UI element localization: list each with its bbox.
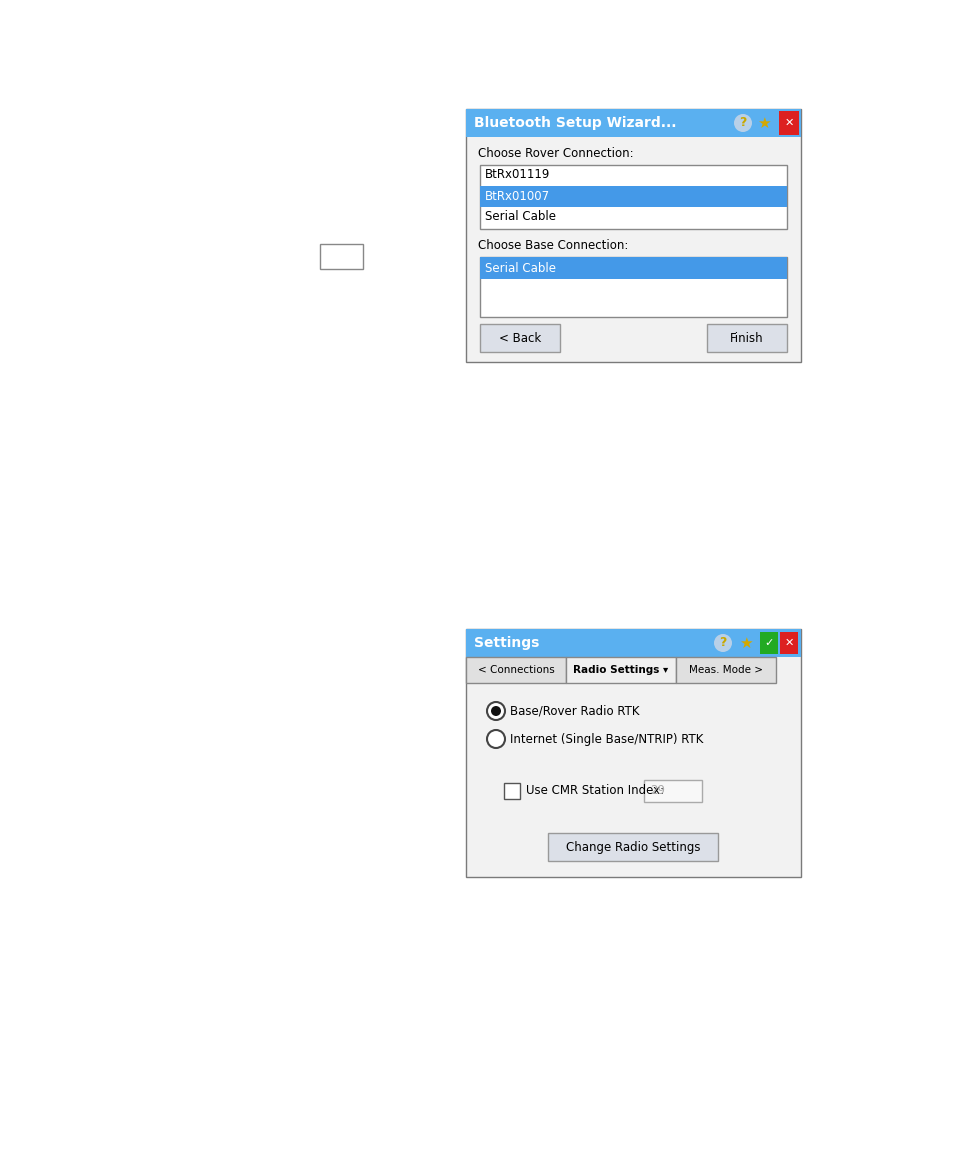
Bar <box>465 109 801 137</box>
Bar <box>479 257 786 318</box>
Text: BtRx01119: BtRx01119 <box>484 168 550 182</box>
Text: ✕: ✕ <box>783 118 793 127</box>
Text: Settings: Settings <box>474 636 538 650</box>
Text: ★: ★ <box>739 635 752 650</box>
Bar <box>780 632 797 654</box>
Bar <box>503 783 519 799</box>
Text: Base/Rover Radio RTK: Base/Rover Radio RTK <box>510 705 639 717</box>
Bar <box>465 629 801 877</box>
Text: Radio Settings ▾: Radio Settings ▾ <box>573 665 668 675</box>
Bar <box>706 325 786 352</box>
Bar <box>676 657 775 683</box>
Bar <box>479 185 786 207</box>
Bar <box>465 657 565 683</box>
Bar <box>547 833 718 861</box>
Text: Bluetooth Setup Wizard...: Bluetooth Setup Wizard... <box>474 116 676 130</box>
Circle shape <box>713 634 731 653</box>
Bar <box>779 111 799 134</box>
Circle shape <box>486 730 504 748</box>
Text: Change Radio Settings: Change Radio Settings <box>565 840 700 853</box>
Text: < Connections: < Connections <box>477 665 554 675</box>
Bar <box>565 657 676 683</box>
Text: Internet (Single Base/NTRIP) RTK: Internet (Single Base/NTRIP) RTK <box>510 732 702 745</box>
Text: Finish: Finish <box>729 331 763 344</box>
Text: ★: ★ <box>757 116 770 131</box>
Text: Choose Base Connection:: Choose Base Connection: <box>477 239 628 252</box>
Text: Serial Cable: Serial Cable <box>484 211 556 224</box>
Text: 29: 29 <box>649 785 664 797</box>
Text: < Back: < Back <box>498 331 540 344</box>
Circle shape <box>486 702 504 720</box>
Bar <box>760 632 778 654</box>
Text: ?: ? <box>739 117 746 130</box>
Bar <box>479 165 786 229</box>
Text: ✓: ✓ <box>763 637 773 648</box>
Bar <box>643 780 701 802</box>
Text: Meas. Mode >: Meas. Mode > <box>688 665 762 675</box>
Circle shape <box>733 114 751 132</box>
Text: ✕: ✕ <box>783 637 793 648</box>
Bar <box>479 325 559 352</box>
Bar <box>479 257 786 279</box>
Text: BtRx01007: BtRx01007 <box>484 190 550 203</box>
Circle shape <box>491 706 500 716</box>
Text: ?: ? <box>719 636 726 649</box>
Bar <box>319 245 363 269</box>
Bar <box>465 629 801 657</box>
Text: Choose Rover Connection:: Choose Rover Connection: <box>477 147 633 160</box>
Bar <box>465 109 801 362</box>
Text: Use CMR Station Index:: Use CMR Station Index: <box>525 785 663 797</box>
Text: Serial Cable: Serial Cable <box>484 262 556 275</box>
